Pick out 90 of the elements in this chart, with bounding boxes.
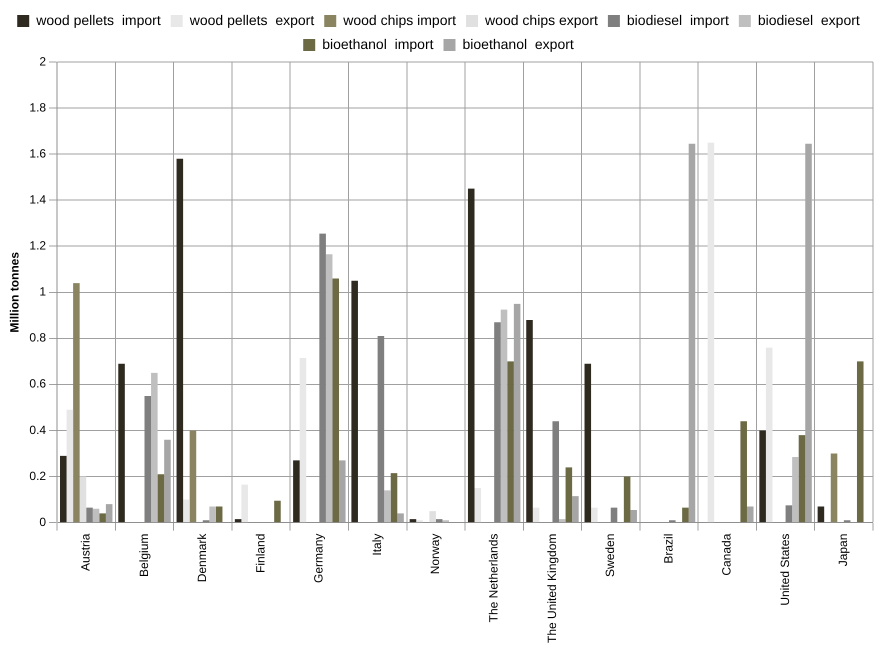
x-tick-label: United States xyxy=(778,534,792,606)
bar xyxy=(474,488,482,522)
bar xyxy=(786,505,792,522)
bar xyxy=(436,519,442,522)
bar xyxy=(73,283,80,522)
legend-label: wood chips export xyxy=(484,12,598,28)
bar xyxy=(332,278,340,522)
bar xyxy=(216,506,222,522)
y-tick-label: 1.8 xyxy=(29,100,46,114)
bar xyxy=(610,508,618,522)
bar xyxy=(234,519,242,522)
bar xyxy=(293,460,300,522)
bar xyxy=(384,490,391,522)
bar xyxy=(80,476,86,522)
bar xyxy=(526,320,533,522)
y-axis-title: Million tonnes xyxy=(8,252,22,333)
bar xyxy=(830,454,838,522)
y-tick-label: 0.6 xyxy=(29,376,46,391)
y-tick-label: 0.4 xyxy=(29,422,46,437)
bar xyxy=(66,410,74,522)
bar xyxy=(591,508,598,522)
bar xyxy=(410,519,416,522)
bar xyxy=(682,508,689,522)
x-tick-label: Sweden xyxy=(603,534,618,577)
bar xyxy=(158,474,164,522)
legend-label: biodiesel export xyxy=(758,12,860,28)
legend-label: bioethanol import xyxy=(322,36,434,52)
x-tick-label: Germany xyxy=(312,534,326,583)
bar xyxy=(856,361,864,522)
bar xyxy=(144,396,152,522)
bar xyxy=(500,310,508,522)
x-tick-label: Denmark xyxy=(195,532,210,582)
y-tick-label: 2 xyxy=(39,54,46,68)
bar xyxy=(176,158,184,522)
bar xyxy=(274,500,281,522)
x-tick-label: Canada xyxy=(720,533,734,576)
bar xyxy=(740,421,747,522)
bar xyxy=(759,430,766,522)
legend-label: wood chips import xyxy=(342,12,456,28)
bar xyxy=(624,476,630,522)
bar xyxy=(494,322,501,522)
y-tick-label: 0.8 xyxy=(29,330,46,345)
y-tick-label: 0.2 xyxy=(29,468,46,483)
y-tick-label: 1.6 xyxy=(29,146,46,160)
x-tick-label: Austria xyxy=(78,533,93,571)
bar xyxy=(319,234,326,522)
x-tick-label: The Netherlands xyxy=(486,534,500,622)
bar xyxy=(390,473,398,522)
legend-label: wood pellets export xyxy=(188,12,314,28)
bar xyxy=(818,506,824,522)
x-tick-label: Norway xyxy=(428,534,442,574)
bar xyxy=(559,519,566,522)
bar xyxy=(99,513,106,522)
x-tick-label: Brazil xyxy=(661,534,676,564)
bar xyxy=(151,372,158,522)
bar xyxy=(60,456,67,522)
bar xyxy=(468,188,475,522)
y-tick-label: 1.2 xyxy=(29,238,46,253)
bar xyxy=(92,508,100,522)
bar xyxy=(190,430,196,522)
bar xyxy=(209,506,216,522)
x-tick-label: Belgium xyxy=(136,534,151,577)
bar xyxy=(552,421,560,522)
bar xyxy=(86,508,93,522)
x-tick-label: Finland xyxy=(253,534,268,573)
bar xyxy=(584,364,592,522)
bar xyxy=(798,435,806,522)
legend-label: wood pellets import xyxy=(35,12,161,28)
bar xyxy=(792,456,799,522)
bar xyxy=(241,484,248,522)
x-tick-label: Japan xyxy=(836,534,850,566)
legend-label: bioethanol export xyxy=(462,36,574,52)
bar xyxy=(183,500,190,522)
bar xyxy=(351,280,358,522)
x-tick-label: The United Kingdom xyxy=(544,534,559,644)
bar xyxy=(118,364,125,522)
bar xyxy=(532,508,540,522)
legend-label: biodiesel import xyxy=(626,12,729,28)
y-tick-label: 1.4 xyxy=(29,192,46,206)
y-tick-label: 0 xyxy=(39,514,46,529)
x-tick-label: Italy xyxy=(370,534,384,556)
bar xyxy=(429,511,436,522)
y-tick-label: 1 xyxy=(39,284,46,299)
bar xyxy=(766,348,772,522)
bar xyxy=(326,254,332,522)
bar xyxy=(507,361,514,522)
bar xyxy=(566,467,572,522)
bar xyxy=(708,142,714,522)
bar xyxy=(378,336,384,522)
bar xyxy=(300,358,306,522)
